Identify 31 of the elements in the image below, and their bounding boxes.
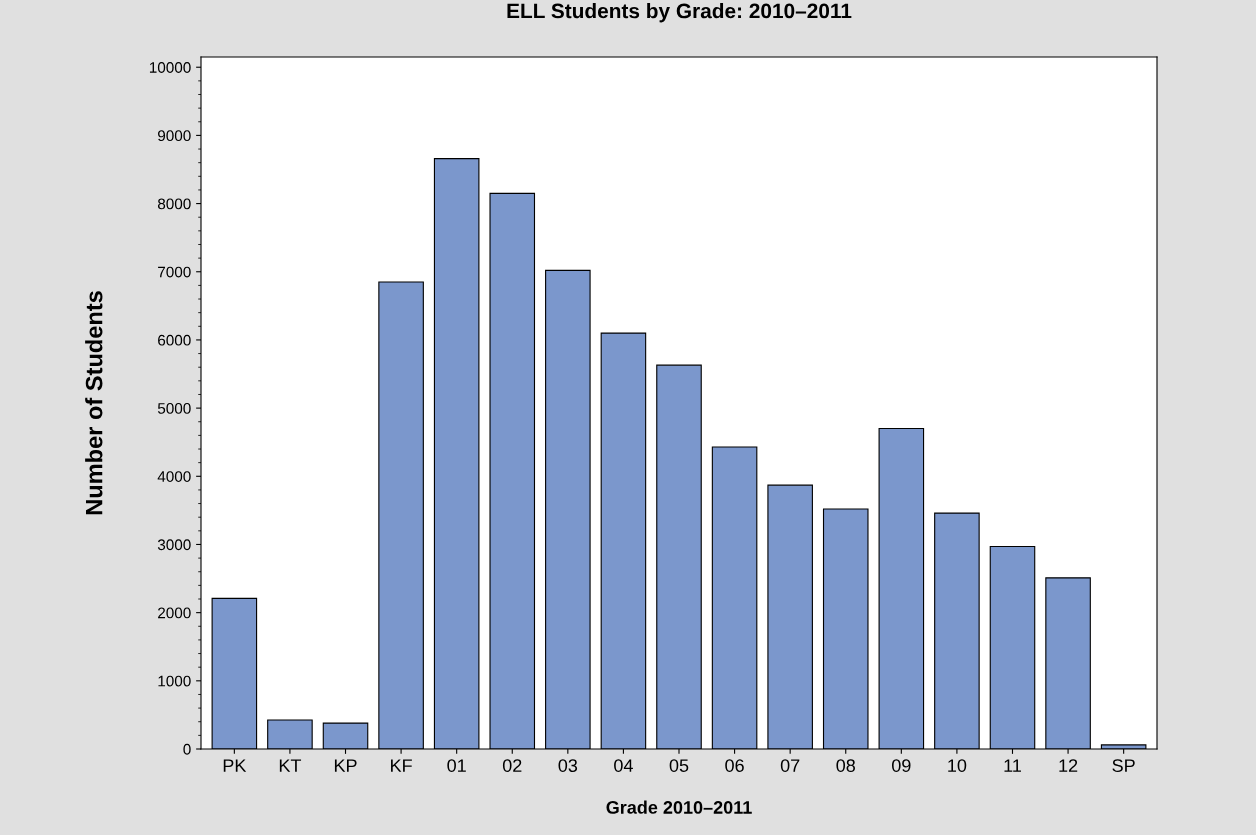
- x-tick-label: 07: [780, 759, 800, 772]
- x-axis-title: Grade 2010–2011: [606, 800, 752, 814]
- x-tick-label: KP: [334, 759, 357, 772]
- x-tick-label: PK: [223, 759, 247, 772]
- x-tick-label: KF: [391, 759, 412, 772]
- x-tick-label: 05: [669, 759, 689, 772]
- x-tick-label: 08: [836, 759, 855, 772]
- chart-title: ELL Students by Grade: 2010–2011: [507, 3, 852, 23]
- y-axis-title: Number of Students: [85, 291, 103, 515]
- x-tick-label: 02: [502, 759, 522, 772]
- y-tick-label: 6000: [158, 334, 191, 346]
- x-tick-label: 06: [725, 759, 744, 772]
- x-tick-label: 03: [558, 759, 578, 772]
- y-tick-label: 1000: [158, 675, 191, 687]
- x-tick-label: 10: [948, 759, 967, 772]
- y-tick-label: 10000: [149, 62, 191, 73]
- x-tick-label: SP: [1112, 759, 1135, 772]
- y-tick-label: 7000: [158, 266, 191, 278]
- x-tick-label: 01: [447, 759, 466, 772]
- x-tick-label: KT: [279, 759, 302, 772]
- x-tick-label: 12: [1059, 759, 1078, 772]
- x-tick-label: 04: [614, 759, 633, 772]
- x-tick-label: 11: [1004, 759, 1021, 772]
- y-tick-label: 2000: [158, 607, 191, 619]
- y-tick-label: 4000: [157, 471, 191, 482]
- y-tick-label: 3000: [157, 539, 191, 551]
- y-tick-label: 5000: [157, 402, 191, 414]
- y-tick-label: 8000: [157, 198, 191, 210]
- y-tick-label: 9000: [158, 130, 191, 142]
- y-tick-label: 0: [183, 743, 191, 755]
- x-tick-label: 09: [891, 759, 911, 772]
